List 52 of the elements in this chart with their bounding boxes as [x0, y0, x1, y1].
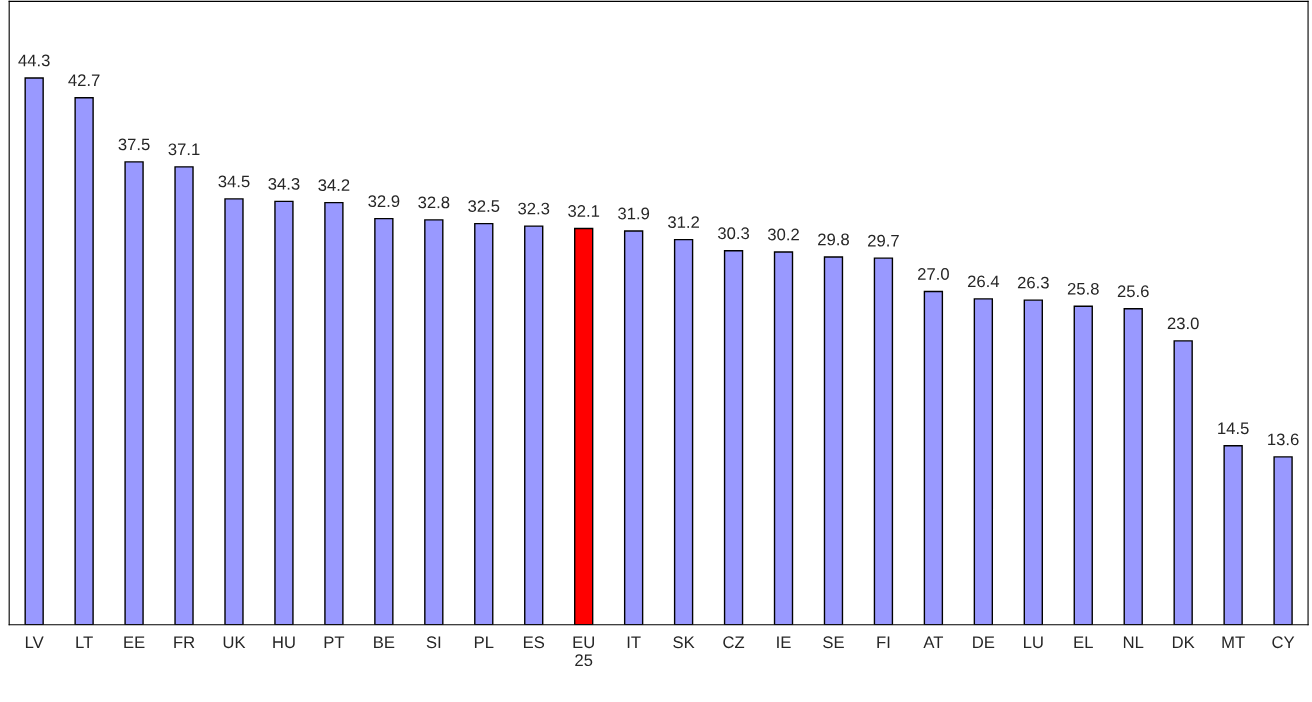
- data-label: 32.5: [468, 200, 500, 212]
- data-label: 29.8: [818, 233, 849, 246]
- data-label: 30.2: [767, 228, 799, 241]
- x-tick-label: PT: [324, 636, 345, 648]
- x-tick-label: LV: [25, 636, 44, 648]
- x-tick-label: LT: [76, 636, 93, 648]
- x-tick-label: AT: [923, 636, 944, 648]
- x-tick-label: CZ: [723, 636, 745, 649]
- data-label: 26.4: [967, 275, 1000, 288]
- x-tick-label: LU: [1024, 636, 1043, 649]
- data-label: 31.2: [668, 216, 699, 229]
- x-tick-label: DE: [973, 636, 995, 648]
- data-label: 32.8: [418, 196, 450, 209]
- x-tick-label: FI: [877, 636, 890, 648]
- x-tick-label: IT: [627, 636, 641, 648]
- data-label: 31.9: [618, 207, 650, 220]
- x-tick-label: IE: [777, 636, 791, 648]
- data-label: 37.5: [118, 138, 150, 151]
- data-label: 37.1: [168, 143, 200, 156]
- x-tick-label: MT: [1222, 636, 1245, 648]
- data-label: 26.3: [1017, 276, 1049, 289]
- data-label: 27.0: [918, 268, 949, 280]
- data-label: 14.5: [1218, 422, 1249, 435]
- x-tick-label: BE: [374, 636, 395, 648]
- x-tick-label: SI: [426, 636, 441, 649]
- x-tick-label: SK: [673, 636, 695, 649]
- data-label: 29.7: [868, 234, 899, 247]
- x-tick-label: EU 25: [573, 636, 594, 667]
- data-label: 42.7: [68, 74, 100, 86]
- x-tick-label: FR: [174, 636, 195, 648]
- data-label: 30.3: [717, 227, 750, 240]
- x-tick-label: EE: [124, 636, 145, 648]
- data-label: 32.1: [568, 205, 600, 217]
- x-tick-label: UK: [223, 636, 246, 649]
- x-tick-label: HU: [273, 636, 295, 649]
- data-label: 44.3: [18, 54, 50, 67]
- data-label: 34.3: [268, 177, 300, 190]
- data-label: 13.6: [1268, 433, 1299, 446]
- x-tick-label: SE: [823, 636, 844, 649]
- data-label: 32.3: [518, 202, 550, 215]
- data-label: 34.5: [218, 175, 250, 188]
- x-tick-label: CY: [1272, 636, 1295, 649]
- data-label: 34.2: [318, 179, 350, 191]
- x-tick-label: ES: [523, 636, 545, 649]
- x-tick-label: DK: [1172, 636, 1195, 648]
- x-tick-label: EL: [1074, 636, 1093, 648]
- data-label: 25.8: [1067, 282, 1099, 295]
- x-tick-label: NL: [1123, 636, 1144, 648]
- x-tick-label: PL: [474, 636, 494, 648]
- data-label: 25.6: [1117, 285, 1149, 298]
- data-label: 23.0: [1167, 317, 1199, 330]
- data-label: 32.9: [368, 195, 400, 208]
